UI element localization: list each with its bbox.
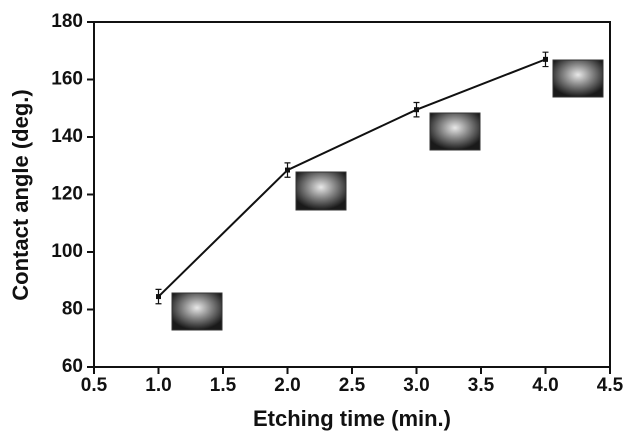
droplet-image <box>295 171 347 211</box>
x-tick-label: 4.5 <box>597 375 624 396</box>
data-point <box>543 56 548 62</box>
y-tick-label: 120 <box>51 184 83 205</box>
x-tick-label: 2.0 <box>274 375 300 396</box>
x-tick-label: 3.0 <box>403 375 429 396</box>
y-tick-label: 140 <box>51 126 83 147</box>
data-point <box>285 167 290 173</box>
x-tick-label: 4.0 <box>532 375 558 396</box>
droplet-image <box>552 59 604 98</box>
x-tick-label: 1.5 <box>210 375 237 396</box>
droplet-image <box>429 112 481 151</box>
y-axis-title: Contact angle (deg.) <box>8 89 33 300</box>
droplet-images <box>171 59 604 331</box>
data-point <box>414 107 419 113</box>
droplet-image <box>171 292 223 331</box>
x-axis-title: Etching time (min.) <box>253 406 451 431</box>
plot-frame <box>93 21 611 368</box>
y-tick-label: 80 <box>62 299 83 320</box>
y-tick-label: 60 <box>62 356 83 377</box>
data-line <box>157 58 546 298</box>
x-tick-label: 1.0 <box>145 375 171 396</box>
x-tick-label: 2.5 <box>339 375 366 396</box>
x-tick-label: 0.5 <box>81 375 108 396</box>
data-point <box>156 294 161 300</box>
y-tick-label: 160 <box>51 69 83 90</box>
y-tick-label: 100 <box>51 241 83 262</box>
x-tick-label: 3.5 <box>468 375 495 396</box>
y-tick-label: 180 <box>51 11 83 32</box>
